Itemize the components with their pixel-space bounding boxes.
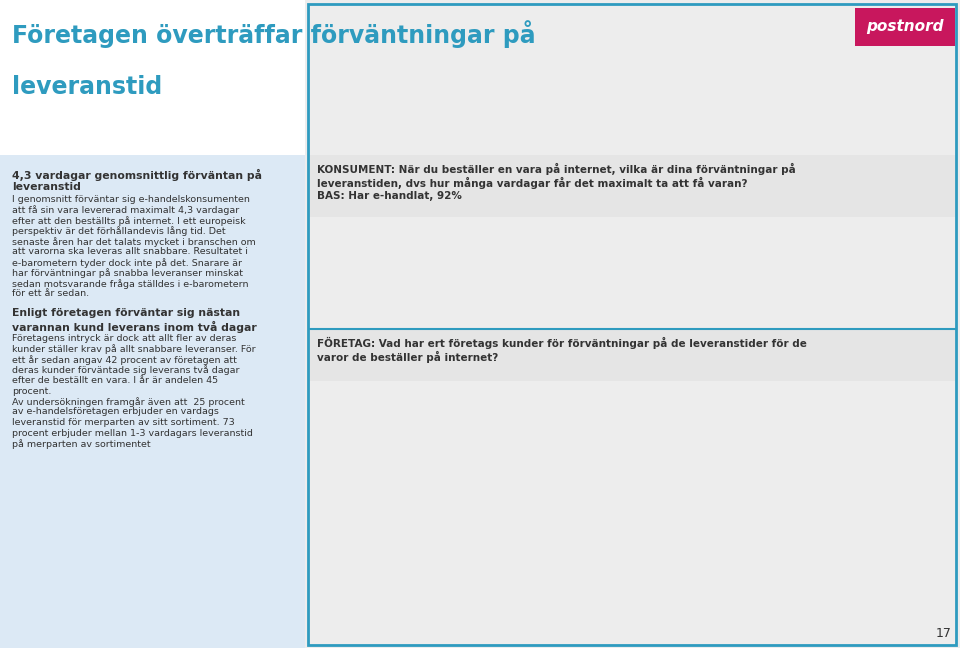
Text: leveranstid för merparten av sitt sortiment. 73: leveranstid för merparten av sitt sortim… bbox=[12, 418, 235, 427]
Text: har förväntningar på snabba leveranser minskat: har förväntningar på snabba leveranser m… bbox=[12, 268, 243, 279]
Text: att varorna ska leveras allt snabbare. Resultatet i: att varorna ska leveras allt snabbare. R… bbox=[12, 248, 248, 257]
Text: efter de beställt en vara. I år är andelen 45: efter de beställt en vara. I år är andel… bbox=[12, 376, 218, 385]
Bar bbox=[871, 299, 921, 321]
Bar bbox=[705, 253, 755, 321]
Bar bbox=[705, 586, 755, 636]
Bar bbox=[539, 481, 588, 636]
Text: ett år sedan angav 42 procent av företagen att: ett år sedan angav 42 procent av företag… bbox=[12, 355, 237, 365]
Text: procent erbjuder mellan 1-3 vardagars leveranstid: procent erbjuder mellan 1-3 vardagars le… bbox=[12, 428, 252, 437]
Text: 8%: 8% bbox=[887, 288, 904, 298]
Text: deras kunder förväntade sig leverans två dagar: deras kunder förväntade sig leverans två… bbox=[12, 365, 239, 375]
Bar bbox=[788, 277, 837, 321]
Text: Av undersökningen framgår även att  25 procent: Av undersökningen framgår även att 25 pr… bbox=[12, 397, 245, 407]
Bar bbox=[0, 0, 960, 155]
Text: på merparten av sortimentet: på merparten av sortimentet bbox=[12, 439, 151, 449]
Text: varor de beställer på internet?: varor de beställer på internet? bbox=[317, 351, 498, 363]
Text: kunder ställer krav på allt snabbare leveranser. För: kunder ställer krav på allt snabbare lev… bbox=[12, 345, 255, 354]
Text: Företagen överträffar förväntningar på: Företagen överträffar förväntningar på bbox=[12, 20, 536, 48]
Text: I genomsnitt förväntar sig e-handelskonsumenten: I genomsnitt förväntar sig e-handelskons… bbox=[12, 195, 250, 204]
Text: procent.: procent. bbox=[12, 386, 52, 395]
Text: 8%: 8% bbox=[472, 288, 489, 298]
Text: senaste åren har det talats mycket i branschen om: senaste åren har det talats mycket i bra… bbox=[12, 237, 255, 247]
Text: efter att den beställts på internet. I ett europeisk: efter att den beställts på internet. I e… bbox=[12, 216, 246, 226]
Bar bbox=[455, 420, 505, 636]
Bar bbox=[372, 318, 422, 321]
Text: att få sin vara levererad maximalt 4,3 vardagar: att få sin vara levererad maximalt 4,3 v… bbox=[12, 205, 239, 215]
Text: 25%: 25% bbox=[552, 469, 575, 478]
Text: postnord: postnord bbox=[866, 19, 944, 34]
Text: 10%: 10% bbox=[386, 561, 409, 571]
Text: e-barometern tyder dock inte på det. Snarare är: e-barometern tyder dock inte på det. Sna… bbox=[12, 258, 242, 268]
Text: Företagens intryck är dock att allt fler av deras: Företagens intryck är dock att allt fler… bbox=[12, 334, 236, 343]
Bar bbox=[539, 236, 588, 321]
Text: sedan motsvarande fråga ställdes i e-barometern: sedan motsvarande fråga ställdes i e-bar… bbox=[12, 279, 249, 289]
Text: perspektiv är det förhållandevis lång tid. Det: perspektiv är det förhållandevis lång ti… bbox=[12, 227, 226, 237]
Text: FÖRETAG: Vad har ert företags kunder för förväntningar på de leveranstider för d: FÖRETAG: Vad har ert företags kunder för… bbox=[317, 337, 806, 349]
Text: 25%: 25% bbox=[718, 241, 741, 251]
Text: varannan kund leverans inom två dagar: varannan kund leverans inom två dagar bbox=[12, 321, 256, 333]
Text: 9%: 9% bbox=[887, 568, 904, 577]
Text: KONSUMENT: När du beställer en vara på internet, vilka är dina förväntningar på: KONSUMENT: När du beställer en vara på i… bbox=[317, 163, 796, 175]
Bar bbox=[0, 155, 305, 648]
Bar bbox=[309, 329, 955, 381]
Text: 8%: 8% bbox=[721, 573, 738, 583]
Text: 4,3 vardagar genomsnittlig förväntan på: 4,3 vardagar genomsnittlig förväntan på bbox=[12, 169, 262, 181]
Text: 16%: 16% bbox=[801, 266, 825, 276]
Bar bbox=[455, 299, 505, 321]
Text: 31%: 31% bbox=[552, 225, 575, 235]
Text: 35%: 35% bbox=[468, 407, 492, 417]
Text: leveranstid: leveranstid bbox=[12, 182, 81, 192]
Text: för ett år sedan.: för ett år sedan. bbox=[12, 290, 89, 299]
Text: 7%: 7% bbox=[804, 580, 821, 590]
Bar bbox=[309, 155, 955, 217]
Bar bbox=[855, 8, 955, 46]
Text: leveranstid: leveranstid bbox=[12, 75, 162, 99]
Text: 12%: 12% bbox=[635, 277, 658, 287]
Bar bbox=[788, 593, 837, 636]
Text: 1%: 1% bbox=[389, 307, 405, 317]
Text: 17: 17 bbox=[936, 627, 952, 640]
Text: 6%: 6% bbox=[638, 586, 655, 596]
Text: BAS: Har e-handlat, 92%: BAS: Har e-handlat, 92% bbox=[317, 191, 462, 201]
Bar bbox=[372, 574, 422, 636]
Bar bbox=[621, 288, 671, 321]
Text: leveranstiden, dvs hur många vardagar får det maximalt ta att få varan?: leveranstiden, dvs hur många vardagar få… bbox=[317, 177, 748, 189]
Bar bbox=[305, 0, 960, 648]
Text: av e-handelsföretagen erbjuder en vardags: av e-handelsföretagen erbjuder en vardag… bbox=[12, 408, 219, 417]
Bar bbox=[308, 4, 956, 645]
Bar bbox=[871, 581, 921, 636]
Text: Enligt företagen förväntar sig nästan: Enligt företagen förväntar sig nästan bbox=[12, 308, 240, 318]
Bar bbox=[621, 599, 671, 636]
